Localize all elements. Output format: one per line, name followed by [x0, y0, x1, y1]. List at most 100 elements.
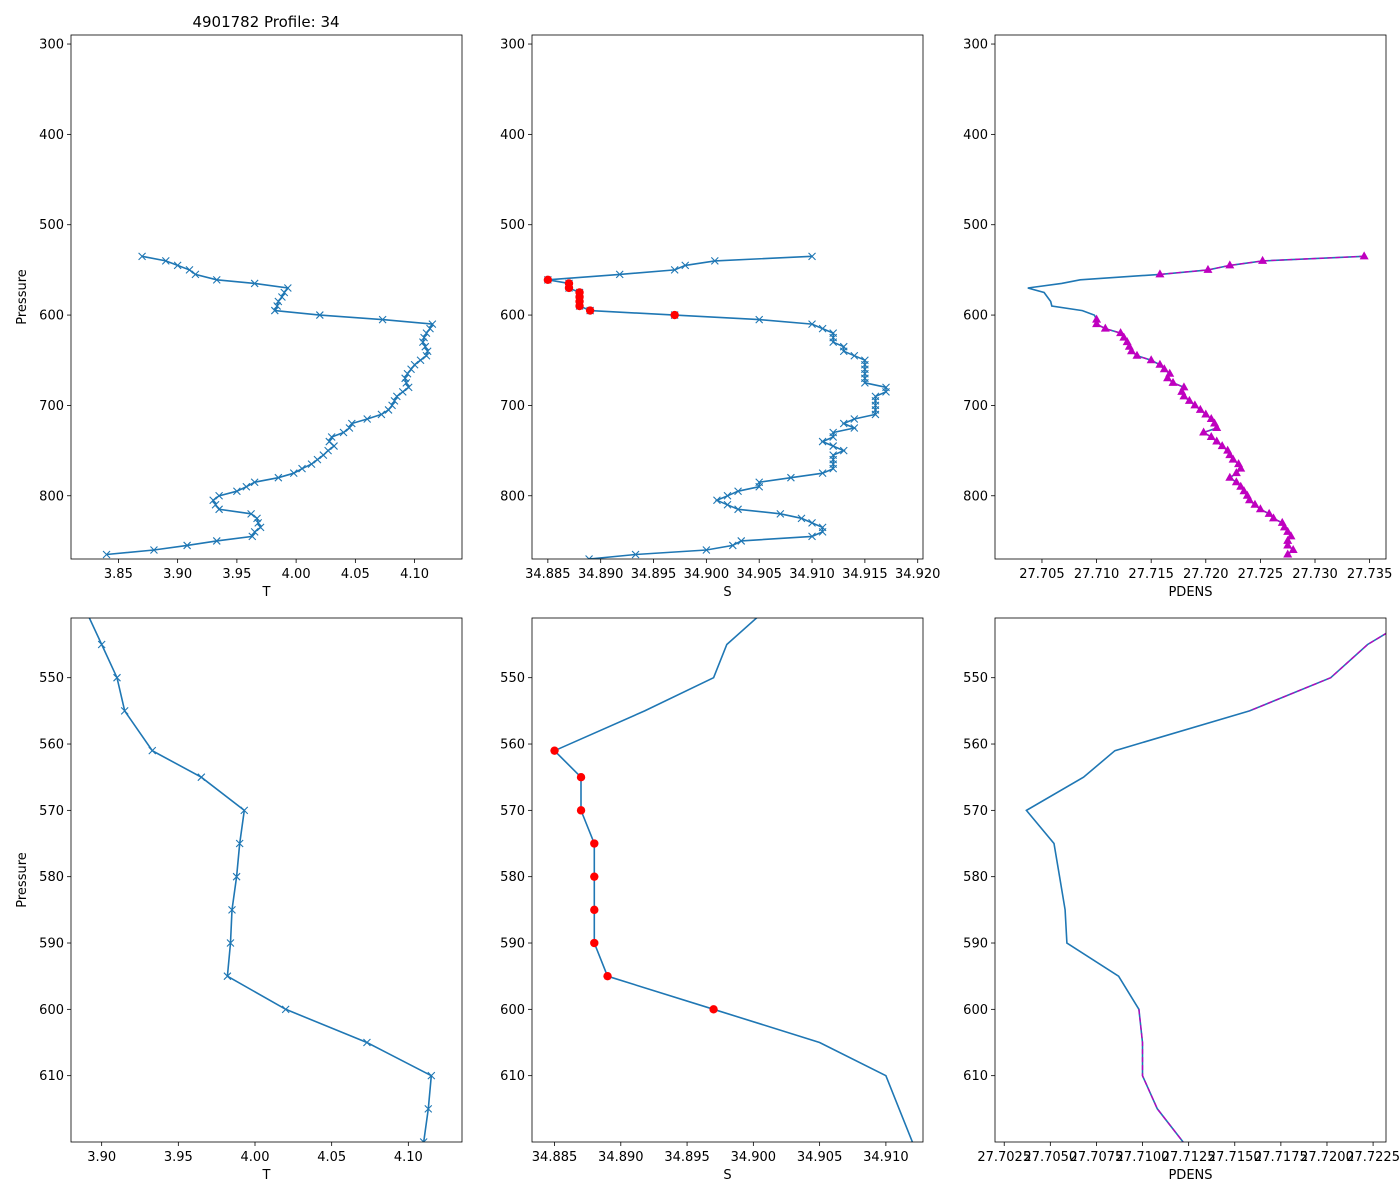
data-point-marker: [254, 518, 263, 527]
triangle-marker: [1236, 481, 1246, 490]
x-tick-label: 34.915: [842, 567, 888, 582]
triangle-marker: [1159, 364, 1169, 373]
flagged-point: [590, 839, 599, 848]
data-point-marker: [850, 424, 859, 432]
series-line: [547, 255, 887, 559]
data-point-marker: [615, 270, 624, 279]
triangle-marker: [1092, 314, 1102, 323]
data-point-marker: [422, 329, 431, 338]
triangle-marker: [1225, 260, 1235, 269]
data-point-marker: [191, 270, 200, 279]
triangle-marker: [1206, 432, 1216, 441]
triangle-marker: [1199, 427, 1209, 436]
data-point-marker: [713, 496, 721, 505]
triangle-marker: [1283, 526, 1293, 535]
data-point-marker: [426, 324, 434, 333]
data-point-marker: [150, 546, 158, 554]
x-tick-label: 4.10: [394, 1150, 423, 1165]
data-point-marker: [410, 360, 419, 369]
panel-salinity-full: 34.885 34.890 34.895 34.900 34.905 34.910 34.9…: [500, 34, 940, 600]
data-point-marker: [256, 523, 265, 532]
data-point-marker: [631, 550, 640, 559]
triangle-marker: [1203, 264, 1213, 273]
y-tick-label: 610: [500, 1069, 525, 1084]
axes-frame: [994, 617, 1387, 1143]
data-point-marker: [702, 546, 711, 554]
data-point-marker: [403, 369, 412, 378]
y-tick-label: 400: [39, 128, 64, 143]
data-point-marker: [850, 415, 859, 423]
data-point-marker: [818, 437, 827, 446]
triangle-marker: [1228, 454, 1238, 463]
x-tick-label: 34.890: [578, 567, 624, 582]
y-tick-label: 300: [500, 38, 525, 53]
triangle-marker: [1359, 251, 1369, 260]
data-point-marker: [298, 464, 306, 473]
x-tick-label: 27.725: [1238, 567, 1284, 582]
triangle-marker: [1279, 522, 1289, 531]
y-tick-label: 400: [963, 128, 988, 143]
triangle-marker: [1239, 486, 1249, 495]
data-point-marker: [392, 392, 401, 401]
y-tick-label: 400: [500, 128, 525, 143]
data-point-marker: [215, 491, 223, 500]
data-point-marker: [670, 266, 679, 274]
x-axis-label: PDENS: [1168, 1168, 1212, 1183]
data-point-marker: [240, 806, 249, 815]
data-point-marker: [398, 387, 407, 396]
y-tick-label: 550: [500, 671, 525, 686]
panel-temperature-full: 3.85 3.90 3.95 4.00 4.05 4.10 300 400 500 600 700 8…: [15, 34, 463, 600]
flagged-point: [576, 806, 586, 815]
data-point-marker: [585, 555, 593, 559]
x-tick-label: 34.905: [736, 567, 782, 582]
data-point-marker: [120, 706, 129, 715]
data-point-marker: [404, 383, 413, 392]
x-tick-label: 27.715: [1128, 567, 1174, 582]
data-point-marker: [363, 415, 372, 423]
x-tick-label: 27.7075: [1070, 1150, 1124, 1165]
data-point-marker: [384, 406, 393, 414]
x-tick-label: 34.895: [631, 567, 677, 582]
x-tick-label: 27.720: [1183, 567, 1229, 582]
triangle-marker: [1190, 400, 1200, 409]
y-tick-label: 550: [963, 671, 988, 686]
series-line: [106, 255, 434, 556]
x-tick-label: 3.85: [104, 567, 133, 582]
y-axis-label: Pressure: [15, 852, 30, 908]
axes-frame: [531, 617, 924, 1143]
x-tick-label: 27.735: [1347, 567, 1393, 582]
triangle-marker: [1168, 377, 1178, 386]
triangle-marker: [1212, 423, 1222, 431]
data-point-marker: [274, 297, 283, 306]
data-point-marker: [808, 252, 816, 261]
x-axis-label: PDENS: [1168, 585, 1212, 600]
data-point-marker: [113, 673, 121, 682]
data-point-marker: [839, 347, 848, 356]
flagged-point: [590, 872, 599, 881]
x-tick-label: 34.890: [598, 1150, 644, 1165]
data-point-marker: [223, 972, 232, 981]
triangle-marker: [1231, 477, 1241, 486]
x-tick-label: 4.00: [282, 567, 311, 582]
triangle-marker: [1206, 413, 1216, 422]
flagged-point: [550, 746, 559, 755]
data-point-marker: [407, 365, 415, 374]
data-point-marker: [232, 872, 241, 881]
y-tick-label: 560: [500, 738, 525, 753]
data-point-marker: [734, 505, 742, 514]
y-tick-label: 570: [500, 804, 525, 819]
flagged-point: [590, 938, 599, 948]
flagged-overlay-line: [1138, 1009, 1184, 1142]
x-tick-label: 3.90: [163, 567, 192, 582]
data-point-marker: [390, 397, 399, 405]
data-point-marker: [416, 356, 425, 365]
data-point-marker: [428, 320, 437, 328]
data-point-marker: [226, 939, 235, 947]
flagged-overlay-line: [1159, 255, 1365, 276]
y-tick-label: 570: [39, 804, 64, 819]
x-tick-label: 27.7175: [1254, 1150, 1308, 1165]
data-point-marker: [253, 514, 261, 523]
triangle-marker: [1212, 436, 1222, 445]
data-point-marker: [283, 284, 292, 292]
data-point-marker: [723, 500, 732, 509]
